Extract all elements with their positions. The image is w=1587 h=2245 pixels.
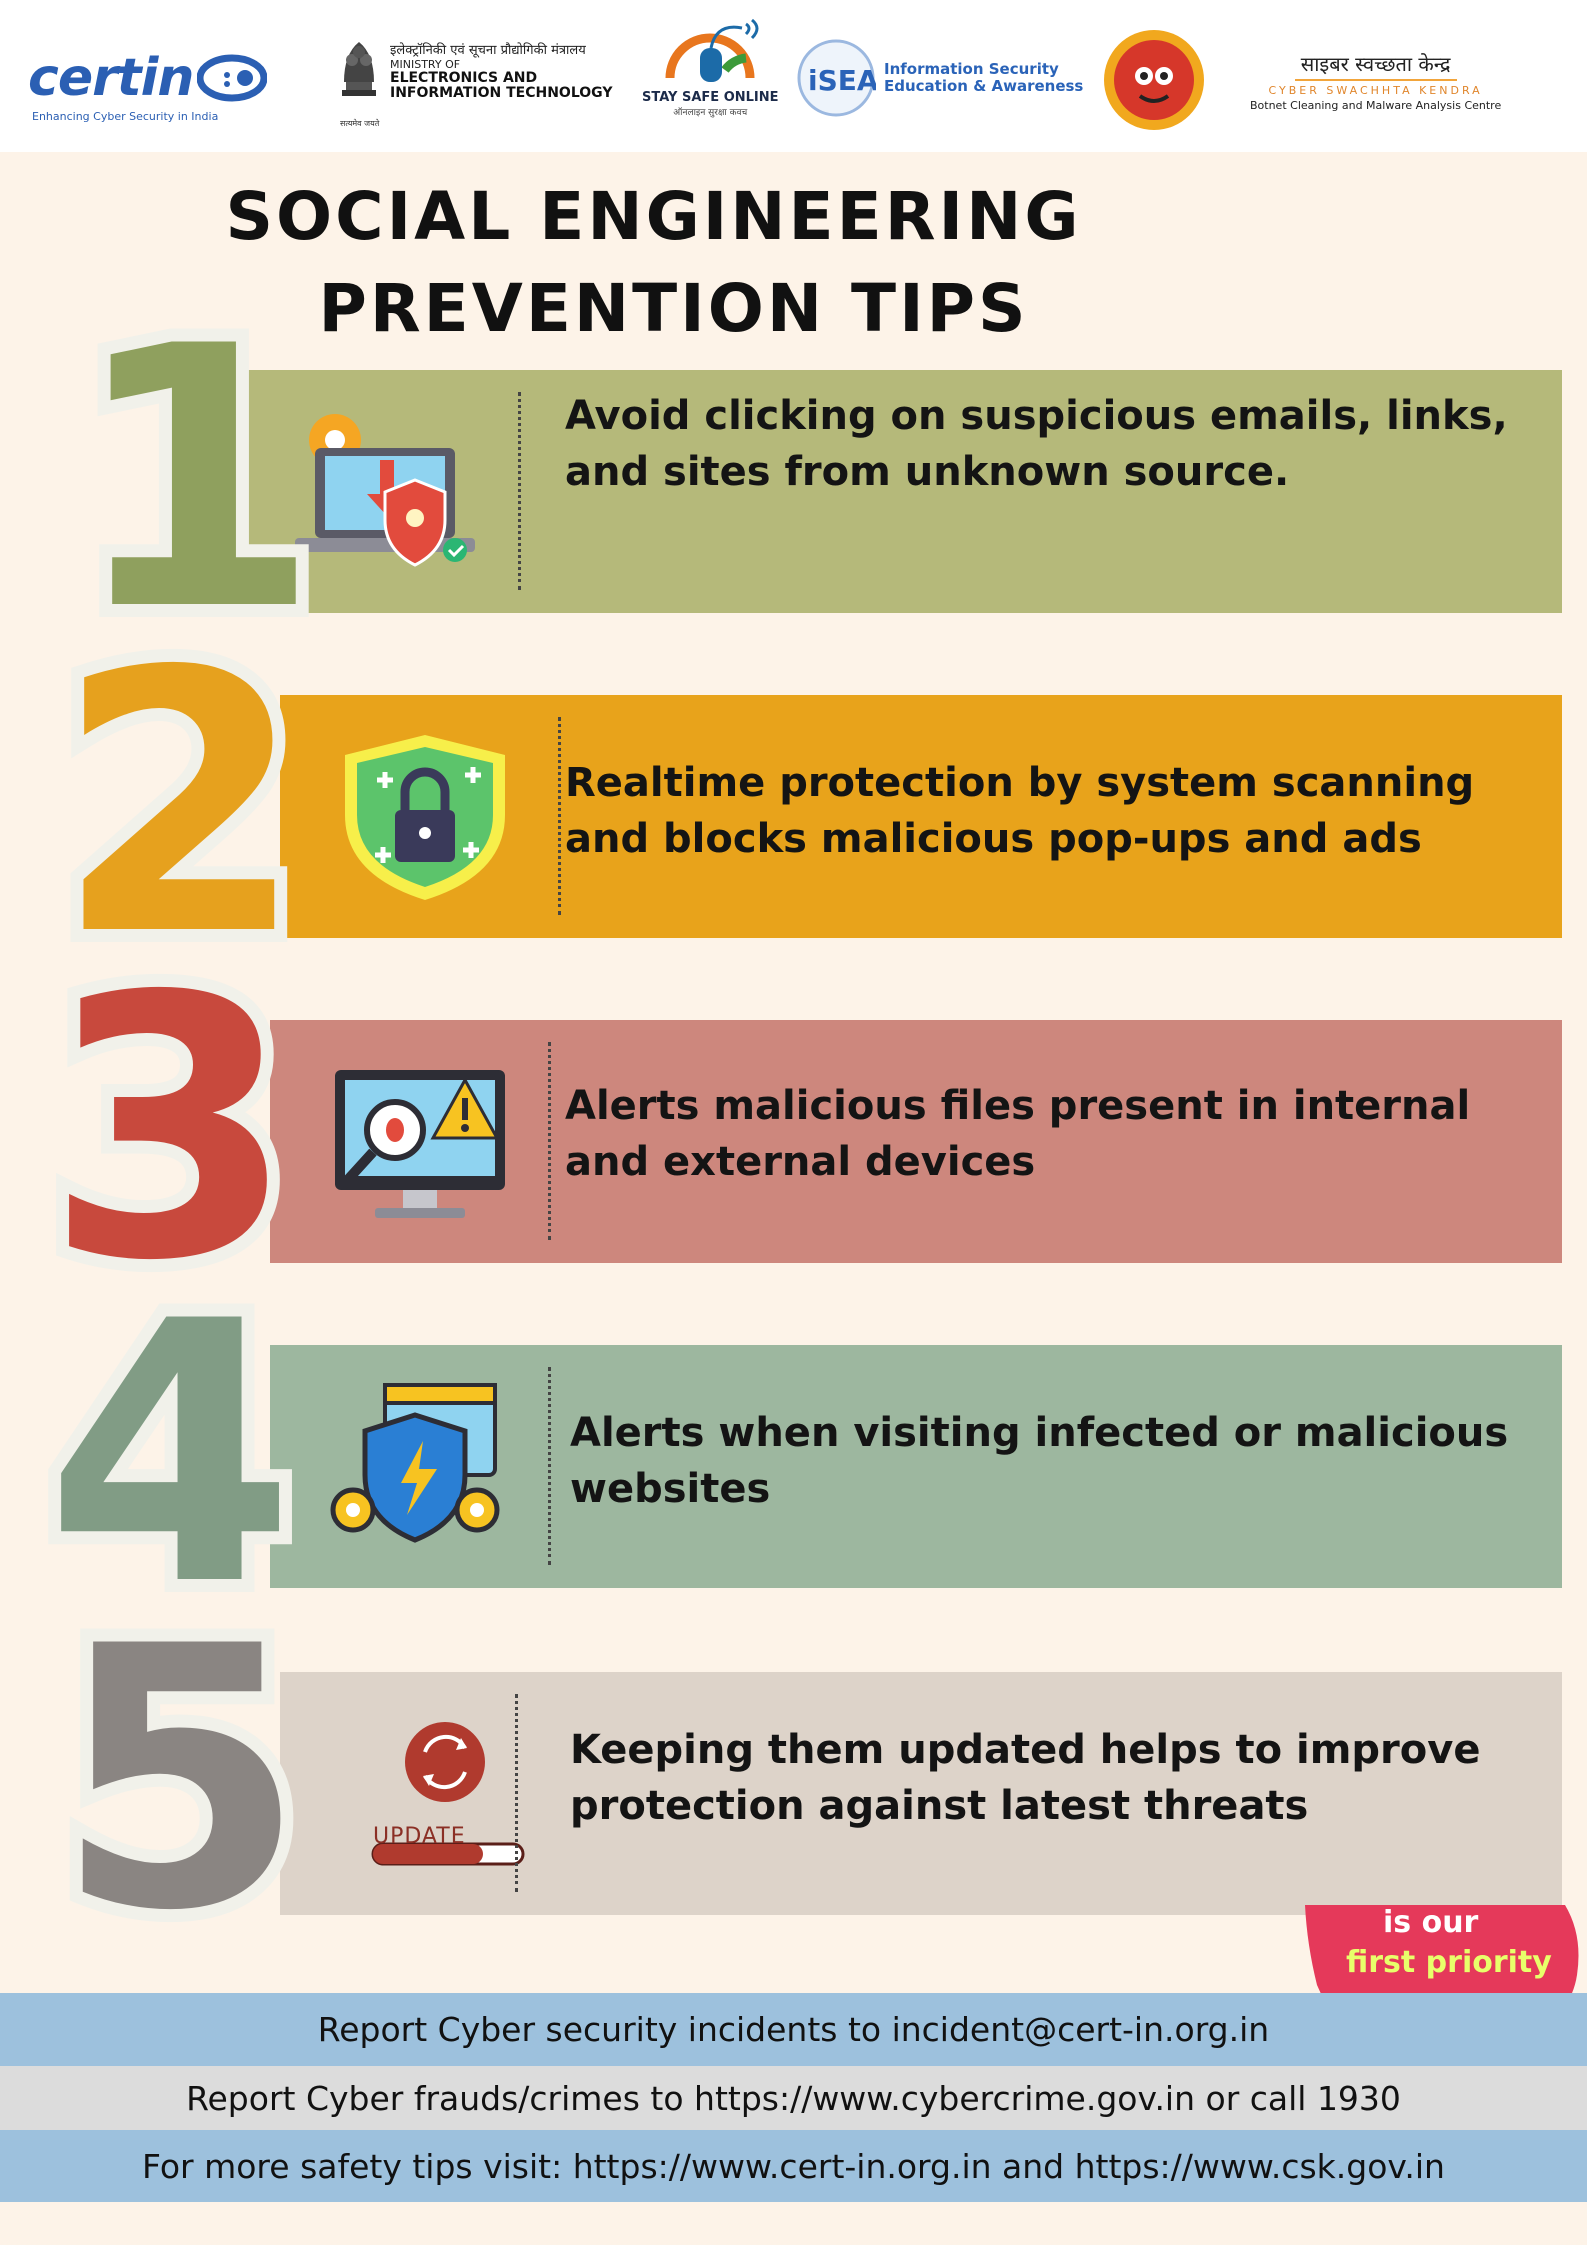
isea-line2: Education & Awareness bbox=[884, 77, 1084, 95]
certin-swirl-icon bbox=[197, 54, 268, 102]
meity-hindi: इलेक्ट्रॉनिकी एवं सूचना प्रौद्योगिकी मंत… bbox=[390, 43, 586, 59]
tip-numeral-5: 5 bbox=[42, 1570, 318, 1989]
isea-logo: iSEA Information Security Education & Aw… bbox=[796, 38, 1083, 118]
tip-3-separator bbox=[548, 1042, 551, 1240]
csk-subtitle: Botnet Cleaning and Malware Analysis Cen… bbox=[1250, 99, 1502, 112]
meity-ministry: MINISTRY OF bbox=[390, 57, 461, 71]
svg-text:iSEA: iSEA bbox=[808, 64, 876, 97]
tip-numeral-4: 4 bbox=[32, 1245, 308, 1664]
meity-line2: INFORMATION TECHNOLOGY bbox=[390, 85, 613, 102]
emblem-caption: सत्यमेव जयते bbox=[340, 119, 380, 128]
tip-numeral-2: 2 bbox=[42, 595, 318, 1014]
meity-line1: ELECTRONICS AND bbox=[390, 69, 538, 86]
tip-1-line2: and sites from unknown source. bbox=[565, 449, 1290, 495]
tip-2-text: Realtime protection by system scanning a… bbox=[565, 755, 1474, 867]
tip-5-separator bbox=[515, 1694, 518, 1892]
tip-4-line1: Alerts when visiting infected or malicio… bbox=[570, 1410, 1509, 1456]
page-title-line2: PREVENTION TIPS bbox=[318, 270, 1029, 347]
national-emblem-icon bbox=[342, 42, 376, 96]
tip-2-line1: Realtime protection by system scanning bbox=[565, 760, 1475, 806]
tip-3-text: Alerts malicious files present in intern… bbox=[565, 1078, 1470, 1190]
tip-numeral-1: 1 bbox=[57, 270, 333, 689]
laptop-download-shield-icon bbox=[295, 414, 475, 567]
tip-1-separator bbox=[518, 392, 521, 590]
tip-band-5: UPDATE Keeping them updated helps to imp… bbox=[280, 1672, 1562, 1915]
certin-logo: certin Enhancing Cyber Security in India bbox=[28, 48, 268, 123]
tip-3-line1: Alerts malicious files present in intern… bbox=[565, 1083, 1471, 1129]
tip-4-text: Alerts when visiting infected or malicio… bbox=[570, 1405, 1508, 1517]
tip-3-line2: and external devices bbox=[565, 1139, 1036, 1185]
stay-safe-online-logo: STAY SAFE ONLINE ऑनलाइन सुरक्षा कवच bbox=[642, 18, 779, 118]
cyber-dost-logo bbox=[1102, 28, 1206, 132]
isea-line1: Information Security bbox=[884, 59, 1059, 78]
tip-band-1: Avoid clicking on suspicious emails, lin… bbox=[240, 370, 1562, 613]
tip-band-4: Alerts when visiting infected or malicio… bbox=[270, 1345, 1562, 1588]
csk-english: CYBER SWACHHTA KENDRA bbox=[1268, 84, 1483, 97]
tip-4-line2: websites bbox=[570, 1466, 771, 1512]
csk-hindi: साइबर स्वच्छता केन्द्र bbox=[1294, 50, 1457, 81]
update-progress-icon bbox=[371, 1722, 525, 1866]
tip-2-line2: and blocks malicious pop-ups and ads bbox=[565, 816, 1422, 862]
tip-1-text: Avoid clicking on suspicious emails, lin… bbox=[565, 388, 1508, 500]
monitor-bug-alert-icon bbox=[335, 1070, 505, 1218]
tip-2-separator bbox=[558, 717, 561, 915]
footer-report-frauds: Report Cyber frauds/crimes to https://ww… bbox=[0, 2066, 1587, 2130]
tip-5-line1: Keeping them updated helps to improve bbox=[570, 1727, 1481, 1773]
tip-band-2: Realtime protection by system scanning a… bbox=[280, 695, 1562, 938]
shield-lock-icon bbox=[345, 735, 505, 900]
tip-band-3: Alerts malicious files present in intern… bbox=[270, 1020, 1562, 1263]
footer-more-tips: For more safety tips visit: https://www.… bbox=[0, 2130, 1587, 2202]
browser-shield-gears-icon bbox=[330, 1383, 500, 1543]
tip-1-line1: Avoid clicking on suspicious emails, lin… bbox=[565, 393, 1508, 439]
tip-5-line2: protection against latest threats bbox=[570, 1783, 1309, 1829]
isea-globe-icon: iSEA bbox=[797, 39, 876, 117]
update-label: UPDATE bbox=[373, 1824, 466, 1849]
csk-logo: साइबर स्वच्छता केन्द्र CYBER SWACHHTA KE… bbox=[1250, 50, 1501, 112]
certin-wordmark: certin bbox=[28, 48, 194, 108]
page-title-line1: SOCIAL ENGINEERING bbox=[225, 178, 1082, 255]
meity-logo: सत्यमेव जयते इलेक्ट्रॉनिकी एवं सूचना प्र… bbox=[336, 34, 613, 128]
stay-safe-subtitle: ऑनलाइन सुरक्षा कवच bbox=[673, 108, 748, 118]
certin-tagline: Enhancing Cyber Security in India bbox=[32, 110, 219, 123]
badge-line2: first priority bbox=[1346, 1945, 1552, 1980]
footer-report-incidents: Report Cyber security incidents to incid… bbox=[0, 1993, 1587, 2066]
logo-bar: certin Enhancing Cyber Security in India… bbox=[0, 0, 1587, 152]
wifi-mouse-icon bbox=[665, 18, 759, 82]
tip-4-separator bbox=[548, 1367, 551, 1565]
stay-safe-title: STAY SAFE ONLINE bbox=[642, 90, 779, 105]
tip-5-text: Keeping them updated helps to improve pr… bbox=[570, 1722, 1480, 1834]
cyber-dost-mascot-icon bbox=[1104, 30, 1204, 130]
tip-numeral-3: 3 bbox=[32, 920, 308, 1339]
badge-line1: is our bbox=[1383, 1905, 1479, 1940]
